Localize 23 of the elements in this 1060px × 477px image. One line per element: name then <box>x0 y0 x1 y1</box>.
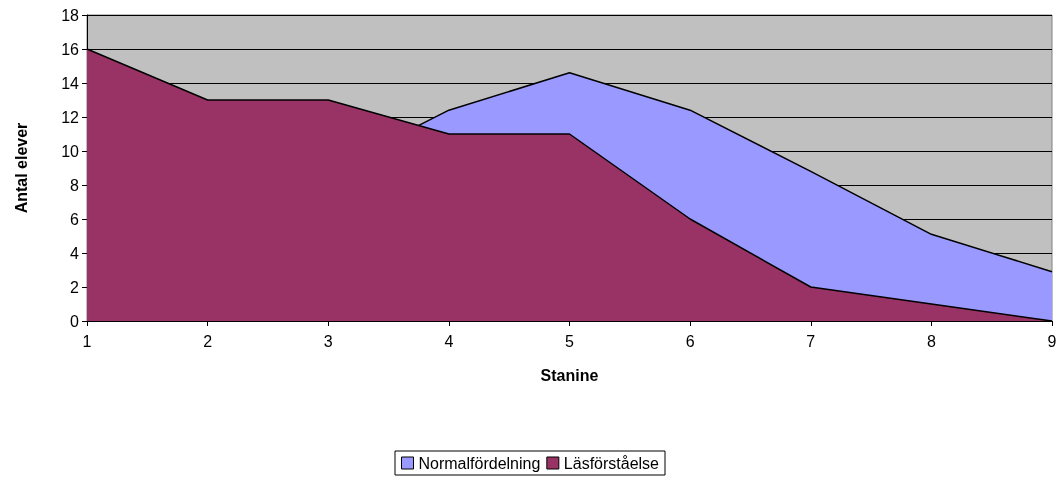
x-tick-label: 3 <box>323 332 333 350</box>
y-tick-label: 0 <box>70 312 80 330</box>
y-tick-label: 6 <box>70 210 80 228</box>
x-tick-label: 5 <box>565 332 575 350</box>
y-tick-label: 12 <box>61 108 80 126</box>
y-tick-label: 18 <box>61 6 80 24</box>
x-tick-label: 8 <box>926 332 936 350</box>
y-tick-label: 2 <box>70 278 80 296</box>
x-tick-label: 6 <box>685 332 695 350</box>
x-tick-label: 2 <box>203 332 213 350</box>
x-tick-label: 7 <box>806 332 816 350</box>
y-tick-label: 8 <box>70 176 80 194</box>
x-tick-label: 1 <box>82 332 92 350</box>
x-tick-label: 9 <box>1047 332 1057 350</box>
legend-label: Läsförståelse <box>563 454 660 472</box>
x-tick-label: 4 <box>444 332 454 350</box>
y-tick-label: 14 <box>61 74 80 92</box>
y-tick-label: 4 <box>70 244 80 262</box>
legend-label: Normalfördelning <box>418 454 541 472</box>
x-axis-title: Stanine <box>540 366 599 384</box>
y-tick-label: 10 <box>61 142 80 160</box>
y-tick-label: 16 <box>61 40 80 58</box>
y-axis-title: Antal elever <box>12 122 30 214</box>
